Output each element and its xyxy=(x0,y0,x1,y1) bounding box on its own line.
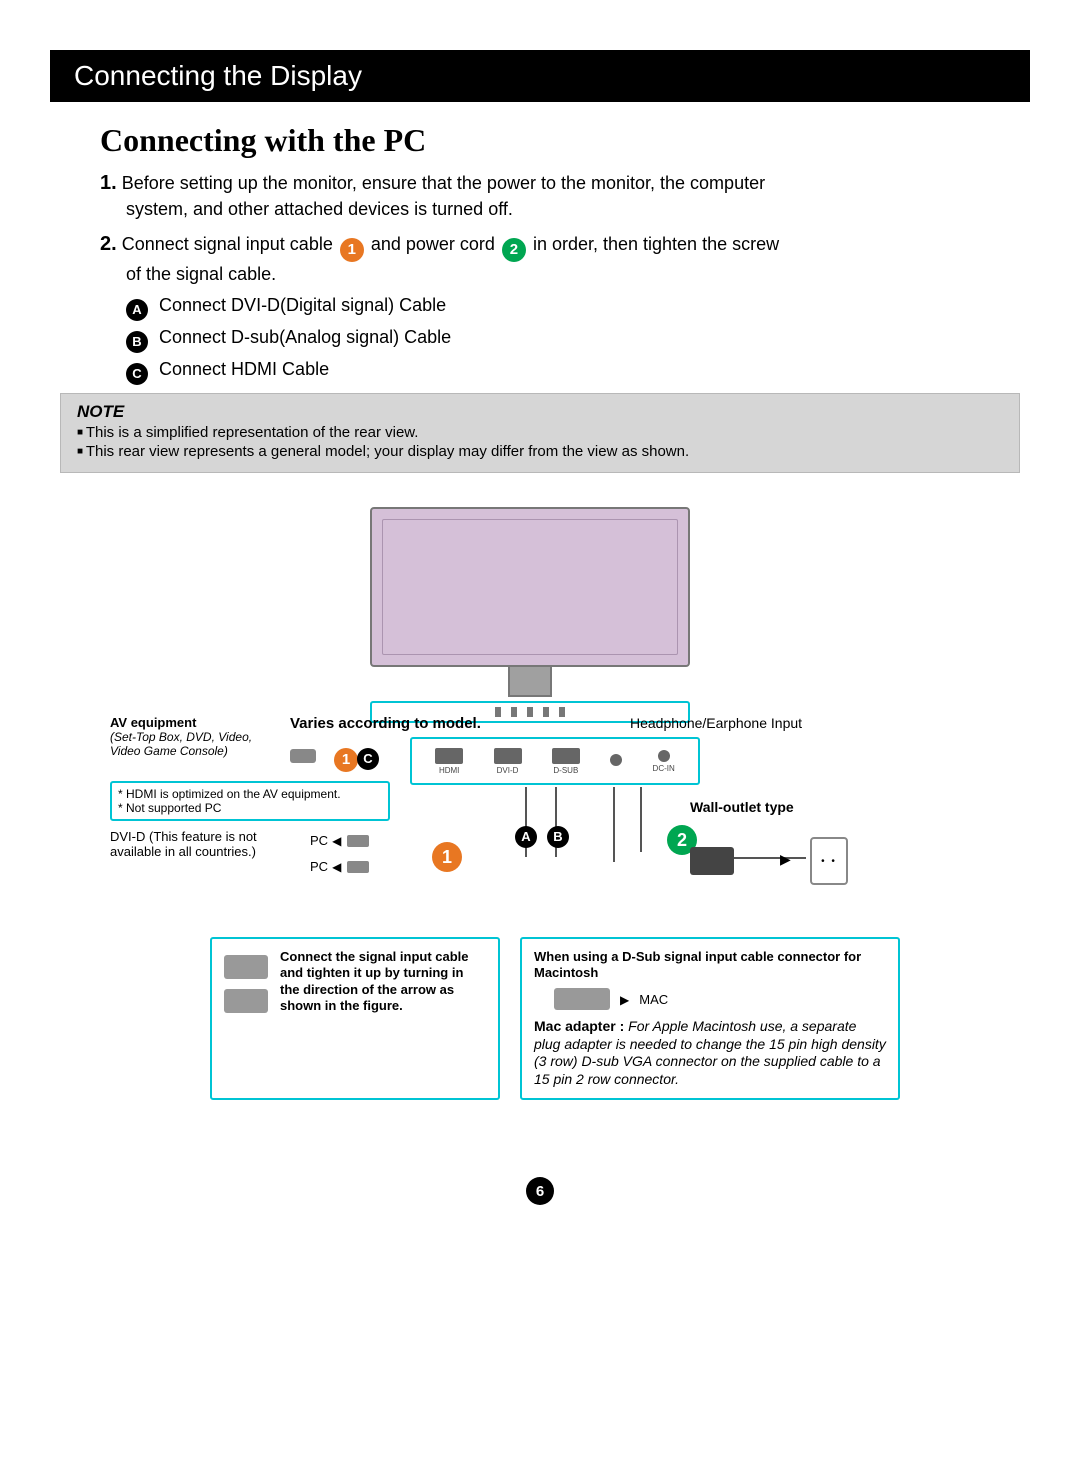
sub-item-a: A Connect DVI-D(Digital signal) Cable xyxy=(126,293,1020,321)
letter-b-diagram: B xyxy=(547,825,575,848)
port-dcin: DC-IN xyxy=(653,750,675,773)
badge-1-icon: 1 xyxy=(340,238,364,262)
step-2-num: 2. xyxy=(100,233,117,255)
pc-label-1: PC xyxy=(310,833,369,848)
step-1: 1. Before setting up the monitor, ensure… xyxy=(100,169,1020,222)
tighten-cable-box: Connect the signal input cable and tight… xyxy=(210,937,500,1100)
port-dvid: DVI-D xyxy=(494,748,522,775)
connector-icon-2 xyxy=(224,989,268,1013)
note-item-1: This rear view represents a general mode… xyxy=(77,443,1003,460)
info-boxes: Connect the signal input cable and tight… xyxy=(210,937,900,1100)
note-box: NOTE This is a simplified representation… xyxy=(60,393,1020,473)
step-2-pre: Connect signal input cable xyxy=(122,234,338,254)
page-header: Connecting the Display xyxy=(50,50,1030,102)
letter-a-icon: A xyxy=(126,299,148,321)
monitor-illustration xyxy=(370,507,690,723)
step-2-post: in order, then tighten the screw xyxy=(533,234,779,254)
mac-desc-bold: Mac adapter : xyxy=(534,1018,628,1034)
sub-b-text: Connect D-sub(Analog signal) Cable xyxy=(159,327,451,347)
mac-desc: Mac adapter : For Apple Macintosh use, a… xyxy=(534,1018,886,1088)
letter-c-icon: C xyxy=(126,363,148,385)
step-1-num: 1. xyxy=(100,172,117,194)
av-title: AV equipment xyxy=(110,715,280,730)
sub-list: A Connect DVI-D(Digital signal) Cable B … xyxy=(126,293,1020,385)
tighten-cable-text: Connect the signal input cable and tight… xyxy=(280,949,486,1014)
step-1-text-a: Before setting up the monitor, ensure th… xyxy=(122,173,765,193)
mac-label: MAC xyxy=(639,992,668,1007)
sub-item-b: B Connect D-sub(Analog signal) Cable xyxy=(126,325,1020,353)
power-adapter-icon xyxy=(690,847,734,875)
pc-label-2: PC xyxy=(310,859,369,874)
step-2-mid: and power cord xyxy=(371,234,500,254)
section-title: Connecting with the PC xyxy=(100,122,1020,159)
mac-adapter-box: When using a D-Sub signal input cable co… xyxy=(520,937,900,1100)
step-list: 1. Before setting up the monitor, ensure… xyxy=(100,169,1020,385)
arrow-icon xyxy=(620,992,629,1007)
note-item-0: This is a simplified representation of t… xyxy=(77,424,1003,441)
step-2-tail: of the signal cable. xyxy=(126,262,1020,287)
av-equipment-label: AV equipment (Set-Top Box, DVD, Video, V… xyxy=(110,715,280,758)
page-header-title: Connecting the Display xyxy=(74,60,362,91)
sub-c-text: Connect HDMI Cable xyxy=(159,359,329,379)
headphone-label: Headphone/Earphone Input xyxy=(630,715,802,731)
hdmi-note-2: * Not supported PC xyxy=(118,801,382,815)
mac-box-head: When using a D-Sub signal input cable co… xyxy=(534,949,886,980)
port-dsub: D-SUB xyxy=(552,748,580,775)
mac-adapter-icon xyxy=(554,988,610,1010)
note-title: NOTE xyxy=(77,402,1003,422)
av-subtitle: (Set-Top Box, DVD, Video, Video Game Con… xyxy=(110,730,280,758)
page-number: 6 xyxy=(526,1177,554,1205)
connection-diagram: Varies according to model. Headphone/Ear… xyxy=(110,497,970,1147)
sub-a-text: Connect DVI-D(Digital signal) Cable xyxy=(159,295,446,315)
letter-a-diagram: A xyxy=(515,825,543,848)
monitor-bezel xyxy=(370,507,690,667)
step-2: 2. Connect signal input cable 1 and powe… xyxy=(100,230,1020,385)
monitor-neck xyxy=(508,667,552,697)
dvi-plug-icon xyxy=(347,835,369,847)
cable-power xyxy=(640,787,642,852)
varies-label: Varies according to model. xyxy=(290,715,481,732)
hdmi-note-1: * HDMI is optimized on the AV equipment. xyxy=(118,787,382,801)
dsub-plug-icon xyxy=(347,861,369,873)
badge-1-diagram: 1 xyxy=(332,747,360,772)
port-hdmi: HDMI xyxy=(435,748,463,775)
wall-outlet-icon xyxy=(810,837,848,885)
step-1-text-b: system, and other attached devices is tu… xyxy=(126,197,1020,222)
dvid-note: DVI-D (This feature is not available in … xyxy=(110,829,310,859)
note-items: This is a simplified representation of t… xyxy=(77,424,1003,460)
letter-c-diagram: C xyxy=(357,747,385,770)
power-cord-line xyxy=(734,857,806,859)
connector-icon-1 xyxy=(224,955,268,979)
wall-outlet-label: Wall-outlet type xyxy=(690,799,794,815)
hdmi-cable-icon xyxy=(290,749,316,763)
hdmi-note-box: * HDMI is optimized on the AV equipment.… xyxy=(110,781,390,821)
badge-2-icon: 2 xyxy=(502,238,526,262)
cable-audio xyxy=(613,787,615,862)
letter-b-icon: B xyxy=(126,331,148,353)
arrow-right-icon: ▶ xyxy=(780,851,791,868)
port-panel: HDMI DVI-D D-SUB DC-IN xyxy=(410,737,700,785)
sub-item-c: C Connect HDMI Cable xyxy=(126,357,1020,385)
port-headphone xyxy=(610,754,622,768)
badge-1-large: 1 xyxy=(430,842,464,872)
